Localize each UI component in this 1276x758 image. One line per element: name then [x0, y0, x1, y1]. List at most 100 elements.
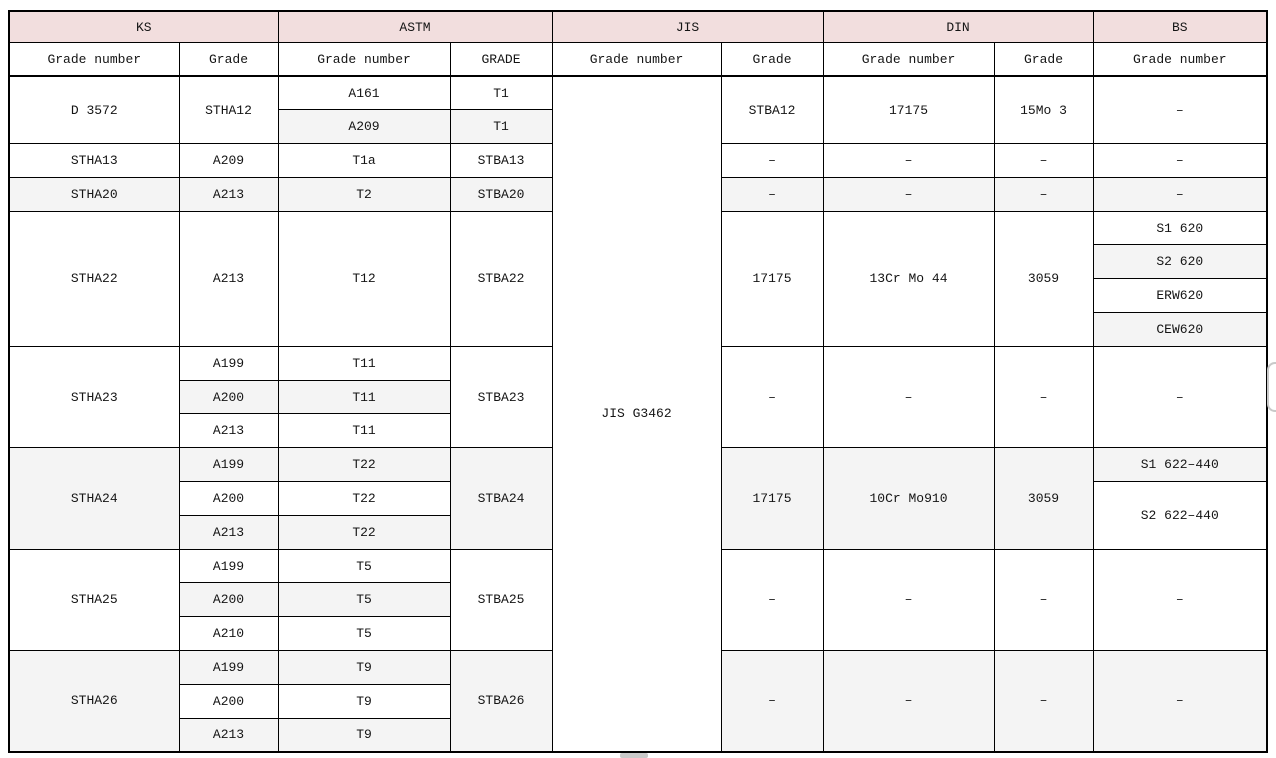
col-header-astm-grade: GRADE	[449, 42, 553, 77]
table-row: A200 T11	[9, 379, 1267, 415]
cell-r5-c7: 13Cr Mo 44	[822, 210, 995, 347]
standard-header-jis: JIS	[551, 10, 824, 43]
col-header-din-grade-number: Grade number	[822, 42, 995, 77]
cell-r5-c6: 17175	[720, 210, 824, 347]
table-row: A213 T9	[9, 717, 1267, 753]
cell-r8-c9: CEW620	[1092, 312, 1268, 347]
cell-r17-c3: T5	[277, 616, 451, 652]
cell-r12-c7: 10Cr Mo910	[822, 447, 995, 550]
cell-r3-c1: STHA13	[8, 143, 180, 178]
cell-r4-c6: –	[720, 176, 824, 212]
cell-r15-c9: –	[1092, 548, 1268, 652]
cell-r1-c4: T1	[449, 75, 553, 111]
cell-r12-c9: S1 622–440	[1092, 447, 1268, 483]
cell-r4-c2: A213	[178, 176, 279, 212]
cell-r5-c3: T12	[277, 210, 451, 347]
cell-r4-c1: STHA20	[8, 176, 180, 212]
table-row: D 3572 STHA12 A161 T1 JIS G3462 STBA12 1…	[8, 75, 1268, 753]
table-row: STHA22 A213 T12 STBA22 17175 13Cr Mo 44 …	[8, 210, 1268, 347]
cell-r10-c3: T11	[277, 379, 451, 415]
col-header-ks-grade: Grade	[178, 42, 279, 77]
cell-r13-c9: S2 622–440	[1092, 481, 1268, 550]
cell-jis-grade-number: JIS G3462	[551, 75, 722, 753]
cell-r1-c6: STBA12	[720, 75, 824, 145]
cell-r20-c3: T9	[277, 717, 451, 753]
cell-r14-c3: T22	[277, 514, 451, 550]
standard-header-bs: BS	[1092, 10, 1268, 43]
cell-r3-c9: –	[1092, 143, 1268, 178]
cell-r1-c3: A161	[277, 75, 451, 111]
cell-r1-c2: STHA12	[178, 75, 279, 145]
cell-r18-c2: A199	[178, 650, 279, 685]
cell-r1-c1: D 3572	[8, 75, 180, 145]
col-header-bs-grade-number: Grade number	[1092, 42, 1268, 77]
table-row: STHA13 A209 T1a STBA13 – – – –	[8, 143, 1268, 178]
cell-r18-c7: –	[822, 650, 995, 753]
cell-r13-c3: T22	[277, 481, 451, 516]
cell-r9-c6: –	[720, 345, 824, 449]
cell-r3-c4: STBA13	[449, 143, 553, 178]
standard-header-din: DIN	[822, 10, 1094, 43]
cell-r15-c4: STBA25	[449, 548, 553, 652]
table-row: A213 T22	[9, 514, 1267, 550]
cell-r3-c3: T1a	[277, 143, 451, 178]
cell-r1-c7: 17175	[822, 75, 995, 145]
standards-header-row: KS ASTM JIS DIN BS	[8, 10, 1268, 43]
cell-r4-c4: STBA20	[449, 176, 553, 212]
cell-r12-c4: STBA24	[449, 447, 553, 550]
table-row: ERW620	[9, 278, 1268, 314]
table-row: A200 T22 S2 622–440	[9, 481, 1268, 550]
cell-r3-c8: –	[993, 143, 1094, 178]
cell-r14-c2: A213	[178, 514, 279, 550]
table-row: STHA26 A199 T9 STBA26 – – – –	[8, 650, 1268, 753]
cell-r6-c9: S2 620	[1092, 244, 1268, 280]
cell-r1-c9: –	[1092, 75, 1268, 145]
cell-r9-c9: –	[1092, 345, 1268, 449]
cell-r18-c4: STBA26	[449, 650, 553, 753]
cell-r12-c3: T22	[277, 447, 451, 483]
cell-r2-c3: A209	[277, 109, 451, 145]
cell-r12-c8: 3059	[993, 447, 1094, 550]
cell-r15-c3: T5	[277, 548, 451, 584]
table-row: STHA24 A199 T22 STBA24 17175 10Cr Mo910 …	[8, 447, 1268, 550]
col-header-astm-grade-number: Grade number	[277, 42, 451, 77]
cell-r4-c8: –	[993, 176, 1094, 212]
cell-r15-c8: –	[993, 548, 1094, 652]
standard-header-ks: KS	[8, 10, 279, 43]
col-header-jis-grade-number: Grade number	[551, 42, 722, 77]
table-row: A209 T1	[9, 109, 1267, 145]
cell-r18-c8: –	[993, 650, 1094, 753]
cell-r9-c7: –	[822, 345, 995, 449]
cell-r5-c2: A213	[178, 210, 279, 347]
table-row: A213 T11	[9, 413, 1267, 449]
cell-r11-c3: T11	[277, 413, 451, 449]
column-header-row: Grade number Grade Grade number GRADE Gr…	[8, 42, 1268, 77]
cell-r16-c2: A200	[178, 582, 279, 618]
cell-r15-c1: STHA25	[8, 548, 180, 652]
cell-r16-c3: T5	[277, 582, 451, 618]
table-row: A200 T9	[9, 683, 1267, 719]
cell-r19-c3: T9	[277, 683, 451, 719]
cell-r1-c8: 15Mo 3	[993, 75, 1094, 145]
cell-r5-c8: 3059	[993, 210, 1094, 347]
cell-r12-c6: 17175	[720, 447, 824, 550]
table-row: STHA20 A213 T2 STBA20 – – – –	[8, 176, 1268, 212]
cell-r9-c2: A199	[178, 345, 279, 381]
cell-r18-c6: –	[720, 650, 824, 753]
steel-grade-comparison-table: KS ASTM JIS DIN BS Grade number Grade Gr…	[8, 10, 1269, 753]
cell-r4-c3: T2	[277, 176, 451, 212]
cell-r12-c1: STHA24	[8, 447, 180, 550]
standard-header-astm: ASTM	[277, 10, 553, 43]
cell-r10-c2: A200	[178, 379, 279, 415]
cell-r20-c2: A213	[178, 717, 279, 753]
cell-r7-c9: ERW620	[1092, 278, 1268, 314]
col-header-ks-grade-number: Grade number	[8, 42, 180, 77]
horizontal-scrollbar-thumb[interactable]	[620, 753, 648, 758]
cell-r5-c1: STHA22	[8, 210, 180, 347]
cell-r12-c2: A199	[178, 447, 279, 483]
cell-r15-c6: –	[720, 548, 824, 652]
cell-r18-c3: T9	[277, 650, 451, 685]
cell-r11-c2: A213	[178, 413, 279, 449]
cell-r15-c7: –	[822, 548, 995, 652]
side-scroll-handle[interactable]	[1267, 362, 1276, 412]
